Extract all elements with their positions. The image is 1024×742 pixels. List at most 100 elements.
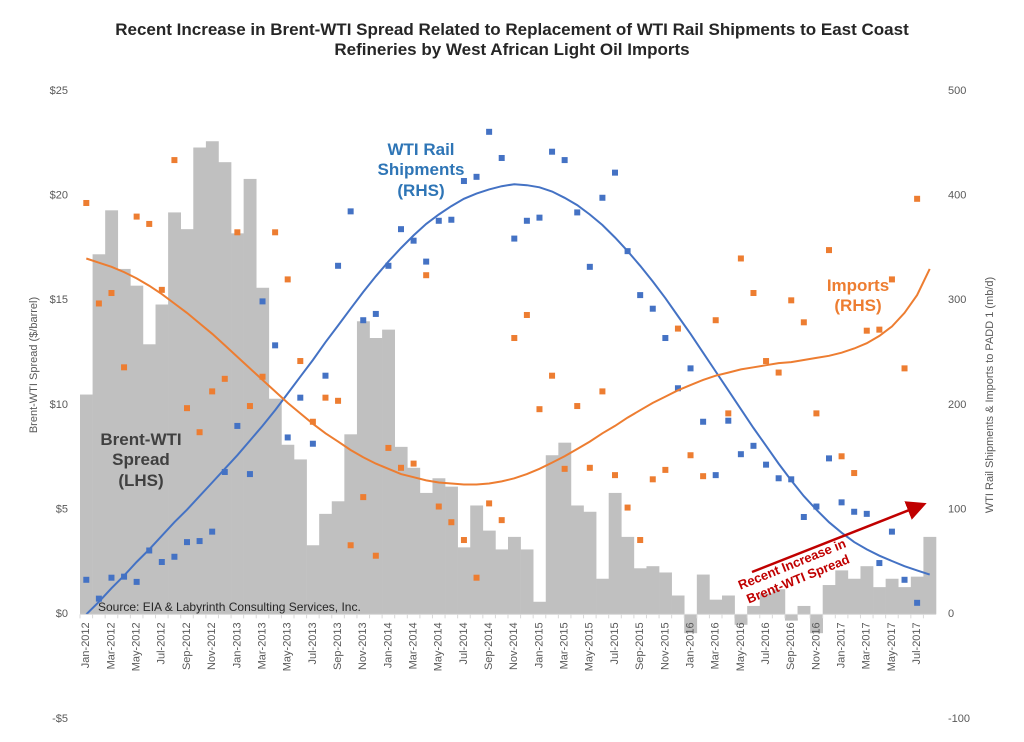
scatter-point bbox=[83, 576, 90, 583]
scatter-point bbox=[851, 508, 858, 515]
scatter-point bbox=[322, 394, 329, 401]
x-tick-label: May-2017 bbox=[886, 622, 898, 671]
y-tick-label: $10 bbox=[50, 399, 68, 411]
x-tick-label: Jan-2016 bbox=[684, 622, 696, 668]
x-tick-label: May-2013 bbox=[282, 622, 294, 671]
y-tick-label: $25 bbox=[50, 85, 68, 97]
scatter-point bbox=[498, 154, 505, 161]
bar bbox=[193, 147, 207, 615]
x-tick-label: Mar-2012 bbox=[105, 622, 117, 669]
scatter-point bbox=[599, 388, 606, 395]
scatter-point bbox=[448, 216, 455, 223]
scatter-point bbox=[662, 335, 669, 342]
bar bbox=[684, 614, 698, 634]
x-tick-label: Mar-2014 bbox=[407, 622, 419, 669]
scatter-point bbox=[158, 559, 165, 565]
scatter-point bbox=[712, 472, 719, 479]
bar bbox=[671, 595, 685, 615]
bar bbox=[92, 254, 106, 615]
scatter-point bbox=[486, 128, 493, 135]
bar bbox=[281, 444, 295, 615]
bar bbox=[533, 601, 547, 615]
x-tick-label: Sep-2016 bbox=[785, 622, 797, 670]
x-tick-label: Jul-2014 bbox=[458, 622, 470, 664]
scatter-point bbox=[763, 358, 770, 365]
bar bbox=[545, 455, 559, 615]
scatter-point bbox=[272, 342, 279, 349]
scatter-point bbox=[473, 574, 480, 581]
x-tick-label: Nov-2014 bbox=[508, 622, 520, 670]
scatter-point bbox=[586, 263, 593, 270]
bar bbox=[633, 568, 647, 615]
scatter-point bbox=[410, 237, 417, 244]
scatter-point bbox=[649, 476, 656, 483]
scatter-point bbox=[171, 157, 178, 164]
bar bbox=[369, 338, 383, 615]
x-tick-label: Mar-2017 bbox=[861, 622, 873, 669]
scatter-point bbox=[712, 317, 719, 324]
scatter-point bbox=[360, 494, 367, 501]
scatter-point bbox=[763, 461, 770, 468]
bar bbox=[344, 434, 358, 615]
scatter-point bbox=[901, 576, 908, 583]
x-tick-label: Jul-2017 bbox=[911, 622, 923, 664]
scatter-point bbox=[800, 319, 807, 326]
bar bbox=[873, 587, 886, 615]
bar bbox=[382, 329, 396, 615]
trend-line bbox=[85, 257, 931, 486]
x-tick-label: Sep-2015 bbox=[634, 622, 646, 670]
x-tick-label: Jan-2012 bbox=[80, 622, 92, 668]
x-tick-label: Sep-2014 bbox=[483, 622, 495, 670]
scatter-point bbox=[775, 475, 782, 482]
x-tick-label: Jul-2013 bbox=[307, 622, 319, 664]
bar bbox=[596, 578, 610, 615]
scatter-point bbox=[246, 403, 253, 410]
scatter-point bbox=[914, 195, 921, 202]
bar bbox=[734, 614, 748, 625]
scatter-point bbox=[574, 403, 581, 410]
bar bbox=[268, 398, 282, 615]
bar bbox=[155, 304, 169, 615]
x-tick-label: Sep-2012 bbox=[181, 622, 193, 670]
scatter-point bbox=[750, 290, 757, 297]
scatter-point bbox=[725, 417, 732, 424]
bar bbox=[709, 599, 723, 615]
bar bbox=[331, 501, 345, 615]
scatter-point bbox=[385, 262, 392, 269]
scatter-point bbox=[737, 255, 744, 262]
scatter-point bbox=[523, 217, 530, 224]
bar bbox=[659, 572, 672, 615]
annotation-arrow bbox=[751, 501, 927, 574]
x-tick-label: May-2016 bbox=[735, 622, 747, 671]
scatter-point bbox=[775, 369, 782, 376]
scatter-point bbox=[637, 292, 644, 299]
scatter-point bbox=[901, 365, 908, 372]
scatter-point bbox=[612, 472, 618, 479]
y-tick-label: $0 bbox=[56, 608, 68, 620]
scatter-point bbox=[687, 452, 694, 459]
y2-tick-label: 300 bbox=[948, 294, 966, 306]
bar bbox=[558, 442, 572, 615]
y2-tick-label: 0 bbox=[948, 608, 954, 620]
x-tick-label: Sep-2013 bbox=[332, 622, 344, 670]
bar bbox=[256, 287, 270, 615]
y-tick-label: $15 bbox=[50, 294, 68, 306]
bar bbox=[117, 268, 131, 615]
scatter-point bbox=[108, 290, 115, 297]
scatter-point bbox=[549, 148, 556, 155]
bar bbox=[80, 394, 93, 615]
x-tick-label: Jul-2015 bbox=[609, 622, 621, 664]
scatter-point bbox=[888, 276, 895, 283]
bar bbox=[910, 576, 924, 615]
scatter-point bbox=[737, 451, 744, 458]
x-tick-label: Jan-2013 bbox=[231, 622, 243, 668]
scatter-point bbox=[813, 410, 820, 417]
y2-tick-label: 100 bbox=[948, 504, 966, 516]
scatter-point bbox=[561, 157, 568, 164]
scatter-point bbox=[700, 473, 707, 480]
scatter-point bbox=[196, 538, 203, 545]
scatter-point bbox=[221, 375, 228, 382]
bar bbox=[923, 536, 937, 615]
bar bbox=[180, 229, 194, 615]
